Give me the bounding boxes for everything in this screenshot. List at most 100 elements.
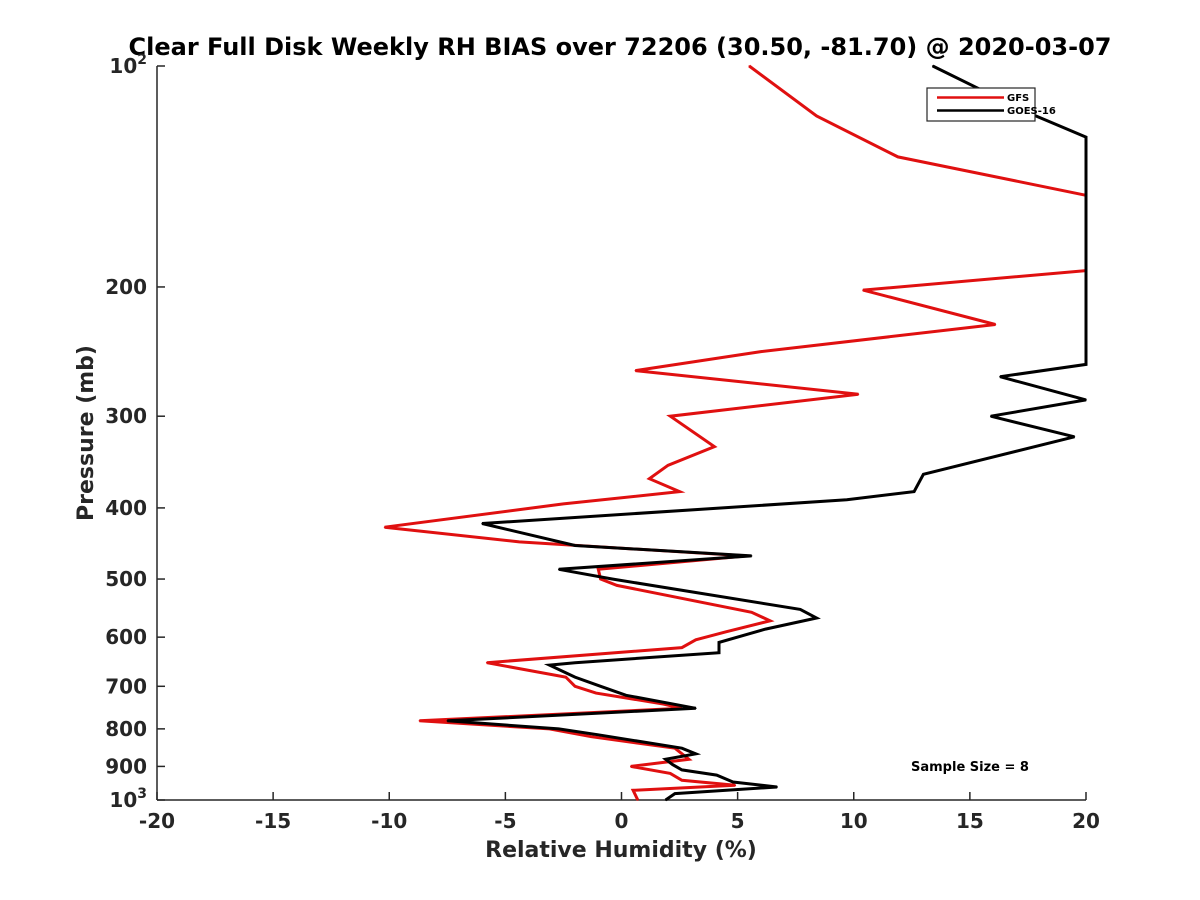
data-point-goes16 <box>732 781 734 783</box>
data-point-gfs <box>616 584 618 587</box>
data-point-gfs <box>383 526 386 529</box>
data-point-gfs <box>564 676 567 678</box>
data-point-gfs <box>862 289 864 291</box>
y-tick-label: 103 <box>109 786 147 812</box>
legend: GFS GOES-16 <box>926 87 1056 122</box>
legend-label-gfs: GFS <box>1007 93 1029 104</box>
y-tick-label: 400 <box>105 496 147 520</box>
data-point-goes16 <box>611 578 614 580</box>
data-point-gfs <box>636 799 639 801</box>
data-point-gfs <box>760 350 762 353</box>
data-point-goes16 <box>664 799 667 801</box>
y-tick-label: 600 <box>105 625 147 649</box>
data-point-goes16 <box>1085 363 1087 366</box>
data-point-goes16 <box>625 694 627 697</box>
data-point-goes16 <box>599 685 602 688</box>
series-line-gfs <box>384 64 1088 801</box>
x-tick-label: -20 <box>139 809 175 833</box>
data-point-gfs <box>629 765 632 768</box>
data-point-goes16 <box>671 763 674 766</box>
data-point-goes16 <box>446 719 449 722</box>
series-line-goes16 <box>447 64 1088 802</box>
data-point-gfs <box>725 631 727 633</box>
x-axis-ticks: -20 -15 -10 -5 0 5 10 15 20 <box>139 792 1100 833</box>
data-point-gfs <box>815 115 818 117</box>
x-axis-label: Relative Humidity (%) <box>485 838 757 863</box>
data-point-goes16 <box>931 65 934 67</box>
y-tick-label: 800 <box>105 717 147 741</box>
data-point-gfs <box>418 719 421 722</box>
y-tick-label: 102 <box>109 52 147 78</box>
data-point-goes16 <box>664 758 667 761</box>
data-point-goes16 <box>674 792 676 795</box>
data-point-goes16 <box>481 522 483 525</box>
data-point-gfs <box>595 692 597 694</box>
data-point-goes16 <box>718 641 720 644</box>
x-tick-label: 5 <box>731 809 745 833</box>
data-point-gfs <box>681 779 683 782</box>
data-point-gfs <box>574 685 576 688</box>
x-tick-label: 15 <box>956 809 984 833</box>
data-point-goes16 <box>922 473 925 476</box>
y-axis-ticks: 102 200 300 400 500 600 700 800 900 103 <box>105 52 165 812</box>
data-point-gfs <box>994 323 997 326</box>
x-tick-label: -15 <box>255 809 291 833</box>
series-layer <box>383 64 1088 802</box>
x-tick-label: -5 <box>494 809 516 833</box>
x-tick-label: 10 <box>840 809 868 833</box>
data-point-goes16 <box>750 555 753 557</box>
data-point-gfs <box>748 65 751 67</box>
x-tick-label: 0 <box>615 809 629 833</box>
data-point-gfs <box>678 490 681 493</box>
data-point-gfs <box>669 415 672 418</box>
data-point-gfs <box>695 639 697 641</box>
y-tick-label: 300 <box>105 404 147 428</box>
data-point-goes16 <box>574 676 576 678</box>
data-point-goes16 <box>695 707 697 710</box>
data-point-gfs <box>669 772 672 775</box>
data-point-gfs <box>688 758 690 761</box>
data-point-gfs <box>485 661 488 664</box>
x-tick-label: 20 <box>1072 809 1100 833</box>
data-point-gfs <box>713 445 716 448</box>
data-point-goes16 <box>1085 399 1087 401</box>
data-point-goes16 <box>845 499 848 501</box>
data-point-gfs <box>681 646 683 649</box>
data-point-goes16 <box>597 733 600 736</box>
data-point-goes16 <box>999 375 1001 378</box>
data-point-goes16 <box>913 490 915 493</box>
x-tick-label: -10 <box>371 809 407 833</box>
sample-size-annotation: Sample Size = 8 <box>911 760 1029 775</box>
data-point-goes16 <box>815 617 818 619</box>
legend-box <box>926 87 1036 122</box>
y-tick-label: 200 <box>105 275 147 299</box>
legend-label-goes16: GOES-16 <box>1007 106 1056 117</box>
data-point-goes16 <box>557 568 560 571</box>
data-point-goes16 <box>1073 435 1076 438</box>
data-point-gfs <box>769 620 771 622</box>
data-point-goes16 <box>557 728 560 730</box>
plot-area <box>156 66 1086 801</box>
data-point-gfs <box>750 611 753 614</box>
data-point-gfs <box>648 477 651 480</box>
data-point-gfs <box>597 568 600 571</box>
data-point-gfs <box>667 464 669 467</box>
data-point-goes16 <box>574 544 576 547</box>
data-point-goes16 <box>715 774 718 776</box>
data-point-goes16 <box>718 651 720 654</box>
data-point-goes16 <box>989 415 992 418</box>
data-point-goes16 <box>764 628 767 630</box>
data-point-goes16 <box>1085 136 1087 138</box>
data-point-goes16 <box>776 786 778 788</box>
data-point-gfs <box>634 369 637 372</box>
y-axis-label: Pressure (mb) <box>74 345 99 521</box>
data-point-gfs <box>734 784 737 787</box>
y-tick-label: 500 <box>105 567 147 591</box>
data-point-gfs <box>897 156 899 158</box>
data-point-goes16 <box>574 661 576 664</box>
data-point-gfs <box>562 503 565 505</box>
data-point-gfs <box>857 393 860 396</box>
data-point-goes16 <box>799 608 802 611</box>
data-point-goes16 <box>548 664 551 666</box>
